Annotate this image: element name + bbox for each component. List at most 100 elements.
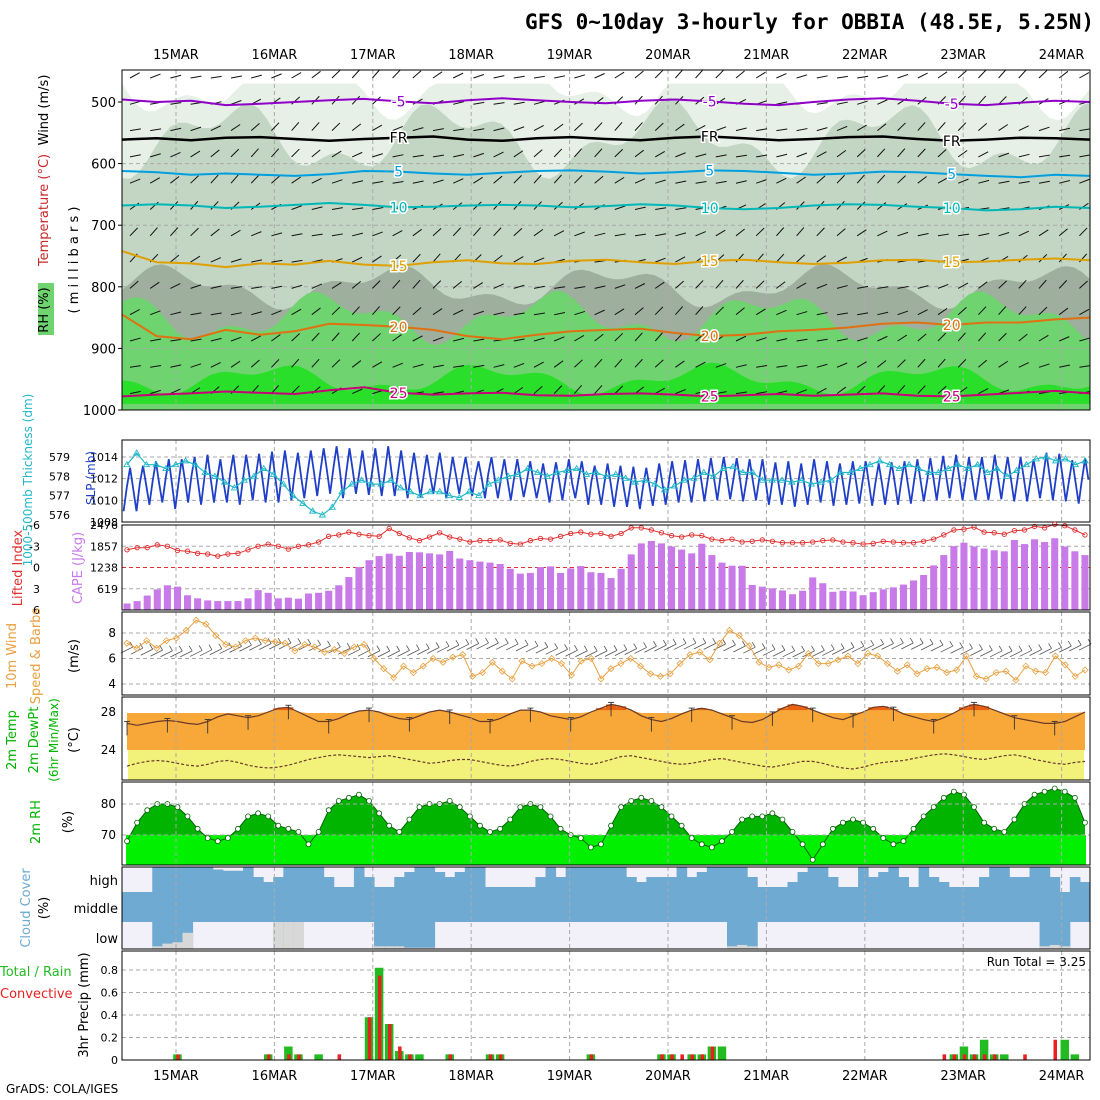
contour-label: 20 [701, 329, 719, 345]
wind-barb [675, 232, 687, 237]
wind-barb [796, 254, 806, 263]
pressure-axis-label: ( m i l l i b a r s ) [67, 207, 82, 314]
cloud-bar [646, 892, 657, 922]
wind-barb [129, 309, 140, 316]
wind-speed-marker [755, 658, 763, 666]
thickness-marker [445, 491, 454, 499]
wind-barb-feather [169, 645, 173, 651]
wind-barb [476, 642, 489, 650]
li-tick-label: 6 [33, 604, 40, 617]
wind-barb [796, 152, 808, 158]
wind-speed-marker [933, 663, 941, 671]
wind-barb [1069, 644, 1082, 652]
wind-speed-marker [1022, 662, 1030, 670]
cloud-bar [918, 867, 930, 892]
rh2m-marker [416, 804, 423, 810]
wind-barb [796, 176, 806, 184]
thickness-marker [758, 476, 767, 483]
cape-bar [264, 592, 272, 610]
wind-barb [594, 175, 604, 184]
dewpoint-axis-label: 2m DewPt [27, 707, 42, 774]
rh2m-marker [356, 791, 362, 798]
thickness-marker [406, 487, 415, 495]
wind-barb [836, 386, 847, 395]
cloud-bar [162, 892, 173, 949]
wind-barb [960, 648, 973, 655]
wind-barb [1058, 70, 1069, 79]
wind-barb [271, 175, 280, 184]
wind-barb [735, 228, 745, 237]
wind-barb [209, 648, 223, 656]
thickness-marker [1061, 455, 1070, 462]
cloud-bar [474, 867, 486, 892]
cloud-bar [454, 872, 466, 892]
rh-shading-band [122, 290, 1090, 410]
wind-units-label: (m/s) [67, 639, 82, 673]
precip-total-bar [415, 1054, 424, 1060]
wind-speed-marker [548, 654, 556, 663]
rh2m-marker [698, 841, 705, 848]
wind-barb [1059, 645, 1072, 653]
cloud-bar [172, 867, 183, 892]
wind-barb [614, 358, 623, 368]
cape-tick-label: 1238 [90, 562, 118, 575]
cloud-bar [243, 892, 254, 922]
rh2m-marker [245, 813, 251, 820]
cloud-bar [948, 892, 960, 922]
wind-barb-feather [208, 644, 213, 650]
cloud-bar [585, 892, 597, 922]
thickness-marker [915, 464, 923, 472]
wind-barb [957, 70, 967, 79]
cloud-bar [827, 892, 839, 922]
rh2m-tick-label: 80 [101, 797, 116, 811]
cape-bar [133, 601, 141, 610]
wind-barb [129, 280, 139, 289]
wind-barb [1019, 649, 1032, 657]
cape-bar [143, 595, 151, 610]
cape-bar [123, 603, 131, 610]
wind-barb [856, 385, 866, 394]
contour-label: FR [701, 129, 719, 145]
cape-bar [819, 583, 827, 610]
thickness-marker [817, 478, 825, 485]
wind-barb [170, 338, 182, 342]
rh2m-marker [719, 838, 725, 845]
wind-barb [432, 364, 444, 368]
li-marker [386, 525, 392, 532]
thickness-marker [797, 476, 806, 483]
wind-barb [533, 124, 544, 132]
contour-label: FR [390, 131, 408, 147]
contour-label: 5 [705, 163, 714, 179]
y-tick-label: 700 [91, 219, 116, 234]
wind-barb [555, 649, 568, 656]
wind-barb [129, 178, 141, 184]
li-marker [810, 539, 816, 545]
wind-barb [453, 128, 465, 132]
wind-barb [891, 642, 904, 650]
cloud-bar [706, 892, 718, 922]
cloud-bar [797, 892, 809, 922]
thickness-marker [514, 470, 522, 477]
wind-barb-feather [909, 637, 914, 644]
contour-label: 10 [943, 201, 961, 217]
cloud-level-label: high [90, 874, 118, 889]
li-marker [991, 530, 997, 536]
wind-barb [957, 386, 968, 395]
wind-barb [230, 174, 239, 184]
wind-barb [1009, 650, 1023, 658]
wind-speed-marker [449, 653, 457, 661]
cloud-bar [908, 892, 920, 922]
wind-barb [743, 646, 756, 654]
wind-barb [1058, 307, 1069, 316]
wind-barb-feather [198, 645, 203, 651]
upper-air-frame [121, 69, 1091, 411]
cape-bar [204, 600, 212, 610]
li-marker [295, 543, 302, 549]
wind-barb [392, 254, 402, 263]
wind-barb [150, 128, 162, 132]
wind-barb [250, 148, 259, 158]
li-marker [699, 532, 705, 539]
wind-barb [816, 102, 828, 105]
wind-barb [614, 205, 626, 210]
